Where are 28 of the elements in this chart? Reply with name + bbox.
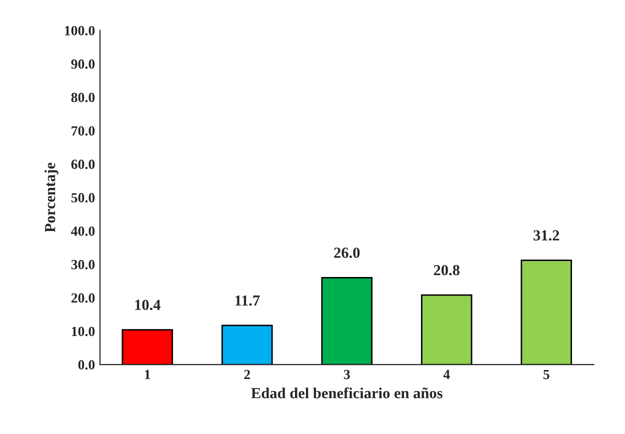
x-tick-label: 3: [344, 370, 350, 380]
bar: [221, 324, 273, 365]
y-tick-label: 80.0: [71, 92, 95, 102]
bar: [520, 260, 572, 365]
bar: [122, 329, 174, 365]
y-tick-label: 100.0: [65, 26, 95, 36]
y-tick-label: 90.0: [71, 59, 95, 69]
data-label: 20.8: [434, 264, 460, 276]
x-tick-label: 4: [443, 370, 450, 380]
y-tick-label: 20.0: [71, 293, 95, 303]
data-label: 10.4: [135, 300, 160, 310]
y-tick-label: 70.0: [72, 126, 95, 136]
y-tick-label: 10.0: [72, 326, 95, 336]
bar: [321, 276, 373, 365]
y-tick-label: 30.0: [71, 260, 95, 270]
data-label: 26.0: [334, 248, 360, 258]
data-label: 31.2: [534, 230, 560, 241]
y-tick-label: 40.0: [71, 226, 95, 236]
y-tick-label: 0.0: [78, 360, 95, 370]
x-tick-label: 5: [543, 370, 550, 380]
data-label: 11.7: [235, 295, 260, 306]
y-tick-label: 50.0: [71, 193, 95, 202]
bar: [420, 294, 472, 365]
y-axis-title: Porcentaje: [44, 162, 58, 232]
x-axis-title: Edad del beneficiario en años: [251, 387, 442, 398]
y-tick-label: 60.0: [71, 160, 95, 170]
x-tick-label: 2: [244, 370, 250, 380]
x-tick-label: 1: [145, 370, 150, 380]
